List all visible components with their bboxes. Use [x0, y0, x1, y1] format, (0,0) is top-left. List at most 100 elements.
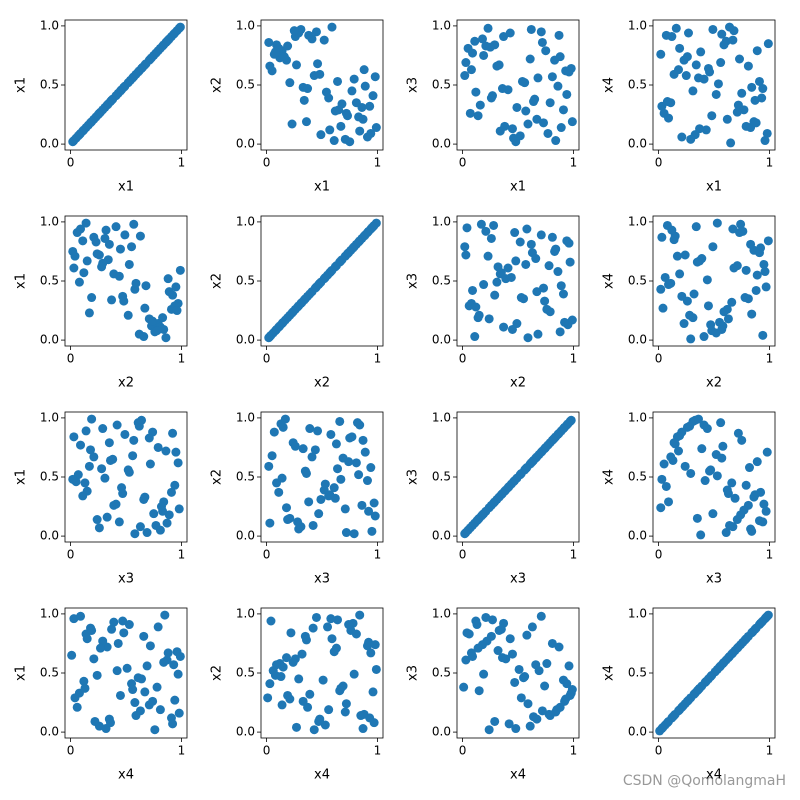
- scatter-point: [719, 40, 729, 50]
- y-tick-label: 0.5: [236, 78, 255, 92]
- x-axis-label: x3: [706, 572, 722, 587]
- scatter-point: [470, 332, 480, 342]
- scatter-point: [468, 651, 478, 661]
- scatter-point: [129, 219, 139, 229]
- scatter-point: [357, 102, 367, 112]
- scatter-point: [161, 333, 171, 343]
- scatter-point: [532, 287, 542, 297]
- scatter-point: [689, 289, 699, 299]
- scatter-point: [759, 499, 769, 509]
- scatter-point: [94, 523, 104, 533]
- scatter-point: [142, 528, 152, 538]
- scatter-point: [114, 271, 124, 281]
- scatter-point: [291, 60, 301, 70]
- scatter-point: [118, 291, 128, 301]
- scatter-point: [543, 128, 553, 138]
- scatter-point: [266, 616, 276, 626]
- scatter-point: [313, 426, 323, 436]
- scatter-point: [304, 497, 314, 507]
- scatter-point: [87, 414, 97, 424]
- scatter-point: [131, 278, 141, 288]
- scatter-point: [529, 97, 539, 107]
- scatter-point: [155, 705, 165, 715]
- scatter-point: [89, 452, 99, 462]
- y-tick-label: 0.5: [432, 470, 451, 484]
- x-axis-label: x1: [706, 180, 722, 195]
- scatter-point: [82, 256, 92, 266]
- scatter-point: [321, 87, 331, 97]
- scatter-point: [299, 95, 309, 105]
- scatter-point: [163, 274, 173, 284]
- scatter-point: [763, 236, 773, 246]
- x-axis-label: x1: [118, 180, 134, 195]
- scatter-point: [171, 447, 181, 457]
- scatter-point: [124, 620, 134, 630]
- scatter-point: [362, 476, 372, 486]
- scatter-point: [680, 699, 690, 709]
- scatter-point: [81, 426, 91, 436]
- scatter-point: [661, 30, 671, 40]
- scatter-point: [152, 326, 162, 336]
- y-tick-label: 1.0: [236, 214, 255, 228]
- scatter-point: [537, 706, 547, 716]
- x-tick-label: 0: [655, 352, 663, 366]
- y-tick-label: 0.0: [40, 333, 59, 347]
- scatter-point: [461, 58, 471, 68]
- scatter-point: [95, 643, 105, 653]
- scatter-point: [277, 700, 287, 710]
- scatter-point: [495, 126, 505, 136]
- scatter-point: [98, 424, 108, 434]
- scatter-point: [282, 503, 292, 513]
- scatter-point: [511, 724, 521, 734]
- scatter-point: [490, 290, 500, 300]
- y-tick-label: 1.0: [40, 410, 59, 424]
- scatter-point: [84, 461, 94, 471]
- scatter-point: [301, 468, 311, 478]
- scatter-point: [547, 232, 557, 242]
- y-tick-label: 0.0: [236, 725, 255, 739]
- scatter-point: [329, 483, 339, 493]
- scatter-point: [686, 468, 696, 478]
- scatter-point: [497, 489, 507, 499]
- scatter-point: [135, 522, 145, 532]
- scatter-point: [311, 612, 321, 622]
- scatter-point: [492, 61, 502, 71]
- scatter-point: [564, 238, 574, 248]
- panel: 0 1 0.0 0.5 1.0 x3 x3: [406, 410, 580, 587]
- y-tick-label: 1.0: [432, 18, 451, 32]
- scatter-point: [174, 504, 184, 514]
- x-tick-label: 0: [263, 352, 271, 366]
- scatter-point: [84, 308, 94, 318]
- x-tick-label: 0: [67, 156, 75, 170]
- scatter-point: [712, 218, 722, 228]
- scatter-point: [123, 310, 133, 320]
- scatter-point: [550, 55, 560, 65]
- scatter-point: [554, 642, 564, 652]
- scatter-point: [140, 687, 150, 697]
- scatter-point: [499, 32, 509, 42]
- scatter-point: [747, 526, 757, 536]
- x-tick-label: 1: [374, 156, 382, 170]
- scatter-point: [139, 631, 149, 641]
- scatter-point: [107, 624, 117, 634]
- scatter-point: [307, 452, 317, 462]
- scatter-point: [717, 324, 727, 334]
- scatter-point: [107, 295, 117, 305]
- scatter-point: [712, 471, 722, 481]
- scatter-point: [79, 676, 89, 686]
- x-tick-label: 0: [263, 156, 271, 170]
- scatter-point: [726, 138, 736, 148]
- scatter-point: [511, 137, 521, 147]
- scatter-point: [675, 269, 685, 279]
- scatter-point: [153, 442, 163, 452]
- scatter-point: [129, 72, 139, 82]
- scatter-point: [548, 434, 558, 444]
- scatter-point: [100, 233, 110, 243]
- scatter-point: [324, 705, 334, 715]
- scatter-point: [93, 110, 103, 120]
- y-tick-label: 0.0: [40, 529, 59, 543]
- scatter-point: [483, 251, 493, 261]
- panel: 0 1 0.0 0.5 1.0 x1 x4: [602, 18, 776, 195]
- scatter-point: [743, 631, 753, 641]
- panel: 0 1 0.0 0.5 1.0 x4 x1: [14, 606, 188, 783]
